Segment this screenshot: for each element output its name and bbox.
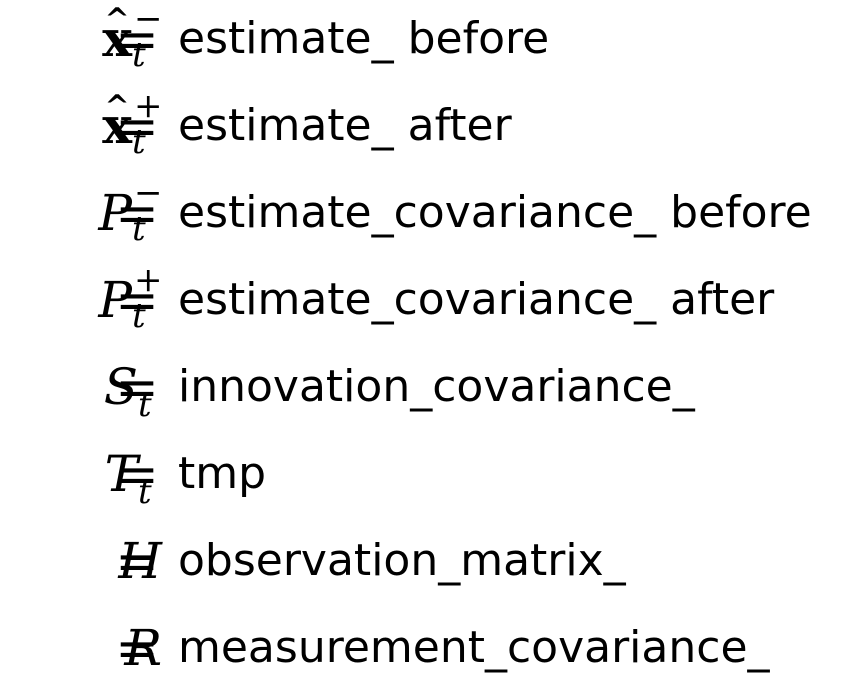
equation-row-observation-matrix: H = observation_matrix_: [0, 522, 864, 609]
equation-lhs: ^ x + t: [102, 87, 162, 174]
superscript: −: [134, 0, 163, 39]
symbol-base: P: [98, 184, 132, 242]
symbol-x-hat: ^ x: [102, 87, 132, 165]
equation-value: estimate_ before: [178, 13, 550, 64]
equation-lhs: T t: [105, 435, 162, 522]
equation-lhs: R: [124, 609, 162, 696]
equation-lhs: P + t: [98, 261, 162, 348]
symbol-base: T: [104, 445, 138, 503]
equation-lhs: S t: [104, 348, 162, 435]
equals-sign: =: [115, 271, 159, 331]
subscript: t: [132, 122, 146, 162]
equation-value: measurement_covariance_: [178, 622, 770, 673]
symbol-base: x: [102, 96, 132, 155]
equation-lhs: H: [118, 522, 162, 609]
subscript: t: [132, 296, 146, 336]
equals-sign: =: [115, 445, 159, 505]
equation-value: estimate_covariance_ before: [178, 187, 812, 238]
equation-value: estimate_covariance_ after: [178, 274, 775, 325]
subscript: t: [132, 35, 146, 75]
equals-sign: =: [115, 184, 159, 244]
symbol-base: H: [118, 532, 162, 590]
equation-value: tmp: [178, 448, 267, 499]
symbol-base: R: [124, 619, 162, 677]
subscript: t: [132, 209, 146, 249]
equals-sign: =: [115, 97, 159, 157]
equals-sign: =: [115, 358, 159, 418]
equation-row-measurement-covariance: R = measurement_covariance_: [0, 609, 864, 696]
symbol-base: S: [103, 358, 138, 416]
symbol-x-hat: ^ x: [102, 0, 132, 78]
subscript: t: [138, 385, 152, 425]
superscript: +: [134, 86, 163, 126]
equation-lhs: ^ x − t: [102, 0, 162, 87]
equation-row-estimate-covariance-after: P + t = estimate_covariance_ after: [0, 261, 864, 348]
equation-row-estimate-covariance-before: P − t = estimate_covariance_ before: [0, 174, 864, 261]
equals-sign: =: [115, 10, 159, 70]
equation-row-estimate-after: ^ x + t = estimate_ after: [0, 87, 864, 174]
equation-value: observation_matrix_: [178, 535, 626, 586]
equation-row-tmp: T t = tmp: [0, 435, 864, 522]
equation-value: estimate_ after: [178, 100, 512, 151]
equation-row-estimate-before: ^ x − t = estimate_ before: [0, 0, 864, 87]
equals-sign: =: [115, 532, 159, 592]
superscript: −: [134, 173, 163, 213]
superscript: +: [134, 260, 163, 300]
symbol-base: x: [102, 9, 132, 68]
subscript: t: [138, 472, 152, 512]
equation-lhs: P − t: [98, 174, 162, 261]
equals-sign: =: [115, 619, 159, 679]
equation-value: innovation_covariance_: [178, 361, 695, 412]
equation-row-innovation-covariance: S t = innovation_covariance_: [0, 348, 864, 435]
hat-accent: ^: [104, 89, 130, 124]
symbol-base: P: [98, 271, 132, 329]
hat-accent: ^: [104, 2, 130, 37]
